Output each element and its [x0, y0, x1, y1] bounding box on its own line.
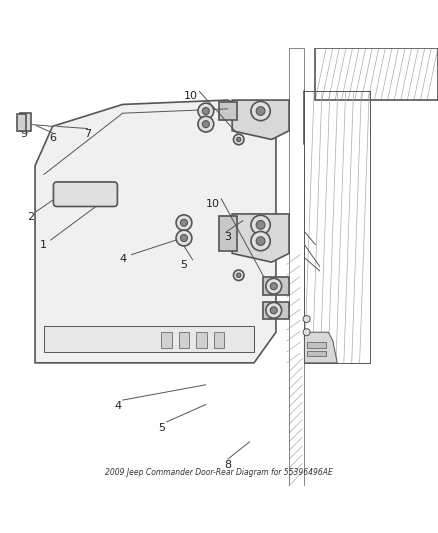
Text: 5: 5 — [180, 260, 187, 270]
Circle shape — [256, 237, 265, 246]
FancyBboxPatch shape — [53, 182, 117, 206]
Bar — [179, 332, 189, 348]
Polygon shape — [219, 216, 237, 251]
Bar — [20, 113, 31, 131]
Polygon shape — [263, 278, 289, 295]
Polygon shape — [219, 102, 237, 120]
Circle shape — [180, 235, 187, 241]
Circle shape — [202, 120, 209, 128]
Text: 3: 3 — [224, 232, 231, 243]
Circle shape — [237, 138, 241, 142]
Text: 9: 9 — [21, 128, 28, 139]
Circle shape — [266, 278, 282, 294]
Bar — [17, 114, 26, 131]
Polygon shape — [263, 302, 289, 319]
Text: 1: 1 — [40, 240, 47, 250]
Text: 10: 10 — [205, 199, 219, 208]
Circle shape — [303, 329, 310, 336]
Bar — [307, 351, 326, 356]
Circle shape — [270, 282, 277, 290]
Circle shape — [176, 215, 192, 231]
Text: 6: 6 — [49, 133, 56, 143]
Circle shape — [233, 134, 244, 145]
Text: 2009 Jeep Commander Door-Rear Diagram for 55396496AE: 2009 Jeep Commander Door-Rear Diagram fo… — [105, 468, 333, 477]
Text: 4: 4 — [119, 254, 126, 264]
Text: 10: 10 — [184, 91, 198, 101]
Circle shape — [303, 316, 310, 322]
Bar — [161, 332, 172, 348]
Polygon shape — [232, 214, 289, 262]
Circle shape — [202, 108, 209, 115]
Circle shape — [198, 116, 214, 132]
Circle shape — [251, 101, 270, 120]
Bar — [304, 91, 370, 363]
Polygon shape — [304, 332, 337, 363]
Circle shape — [256, 221, 265, 229]
Bar — [315, 47, 438, 100]
Circle shape — [233, 270, 244, 280]
Polygon shape — [44, 326, 254, 352]
Text: 4: 4 — [115, 401, 122, 411]
Text: 5: 5 — [159, 423, 166, 433]
Text: 2: 2 — [27, 212, 34, 222]
Circle shape — [198, 103, 214, 119]
Bar — [307, 342, 326, 348]
Circle shape — [270, 307, 277, 314]
Circle shape — [176, 230, 192, 246]
Text: 7: 7 — [84, 128, 91, 139]
Circle shape — [256, 107, 265, 115]
Bar — [214, 332, 224, 348]
Circle shape — [180, 219, 187, 226]
Bar — [289, 47, 304, 486]
Polygon shape — [232, 100, 289, 140]
Polygon shape — [35, 100, 276, 363]
Text: 8: 8 — [224, 460, 231, 470]
Circle shape — [251, 231, 270, 251]
Circle shape — [251, 215, 270, 235]
Bar — [196, 332, 207, 348]
Circle shape — [237, 273, 241, 278]
Circle shape — [266, 302, 282, 318]
